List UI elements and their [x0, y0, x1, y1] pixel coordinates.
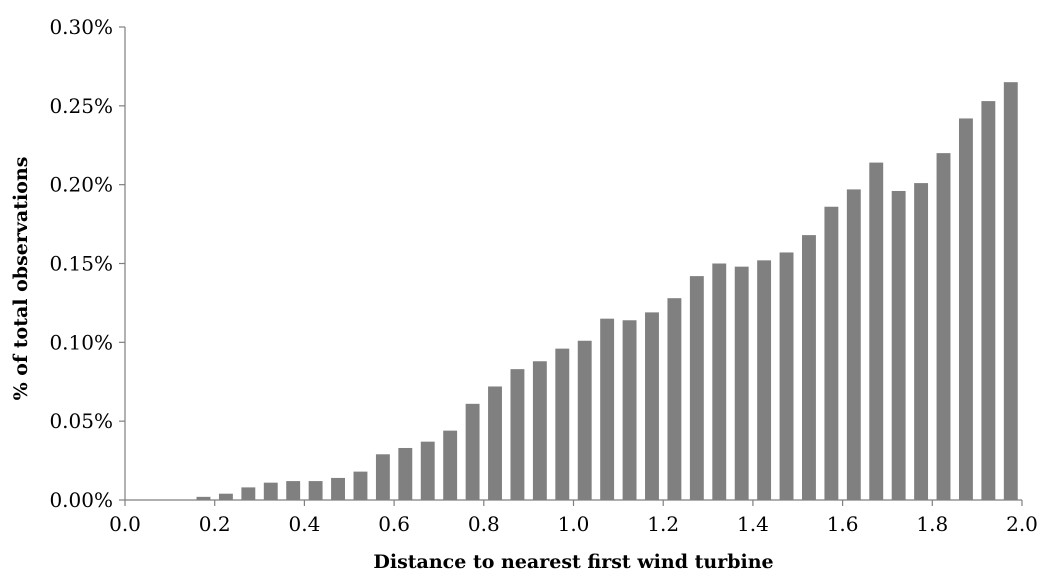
bar — [375, 454, 390, 500]
bar — [712, 263, 727, 500]
bar — [443, 430, 458, 500]
bar — [869, 162, 884, 500]
bar — [353, 471, 368, 500]
x-tick-label: 0.2 — [199, 512, 231, 536]
bars-group — [196, 82, 1018, 501]
bar — [308, 481, 323, 500]
x-tick-labels: 0.0 0.2 0.4 0.6 0.8 1.0 1.2 1.4 1.6 1.8 2.0 — [109, 512, 1038, 536]
bar — [779, 252, 794, 500]
bar — [1003, 82, 1018, 501]
bar — [667, 298, 682, 500]
bar — [488, 386, 502, 500]
bar — [914, 183, 929, 500]
bar — [218, 493, 233, 500]
bar — [555, 348, 570, 500]
y-tick-label: 0.30% — [49, 15, 113, 39]
x-tick-label: 0.6 — [378, 512, 410, 536]
y-tick-label: 0.25% — [49, 94, 113, 118]
bar — [263, 482, 278, 500]
bar — [689, 276, 704, 500]
bar — [958, 118, 973, 500]
bar — [981, 101, 996, 500]
x-tick-label: 0.0 — [109, 512, 141, 536]
bar — [936, 153, 951, 500]
bar — [532, 361, 547, 500]
y-tick-label: 0.20% — [49, 173, 113, 197]
y-tick-labels: 0.00% 0.05% 0.10% 0.15% 0.20% 0.25% 0.30% — [49, 15, 113, 512]
bar — [420, 441, 435, 500]
bar — [510, 369, 525, 500]
x-tick-label: 1.8 — [916, 512, 948, 536]
y-tick-label: 0.00% — [49, 488, 113, 512]
bar — [757, 260, 772, 500]
x-tick-label: 2.0 — [1006, 512, 1038, 536]
bar — [577, 340, 592, 500]
x-tick-label: 1.0 — [558, 512, 590, 536]
x-tick-label: 1.4 — [737, 512, 769, 536]
bar — [196, 496, 211, 500]
x-tick-label: 1.6 — [827, 512, 859, 536]
bar — [802, 235, 816, 500]
bar — [645, 312, 659, 500]
bar — [241, 487, 256, 500]
x-tick-label: 1.2 — [647, 512, 679, 536]
bar — [286, 481, 301, 500]
bar — [891, 190, 906, 500]
bar — [331, 477, 345, 500]
y-tick-label: 0.10% — [49, 330, 113, 354]
y-tick-label: 0.05% — [49, 409, 113, 433]
bar — [398, 447, 413, 500]
bar — [734, 266, 749, 500]
y-tick-label: 0.15% — [49, 252, 113, 276]
bar — [622, 320, 637, 500]
bar — [846, 189, 861, 500]
bar — [824, 206, 839, 501]
ticks-group — [119, 26, 1023, 506]
x-axis-title: Distance to nearest first wind turbine — [373, 551, 773, 573]
bar — [465, 403, 480, 500]
x-tick-label: 0.4 — [288, 512, 320, 536]
bar — [600, 318, 615, 500]
y-axis-title: % of total observations — [10, 157, 32, 401]
x-tick-label: 0.8 — [468, 512, 500, 536]
